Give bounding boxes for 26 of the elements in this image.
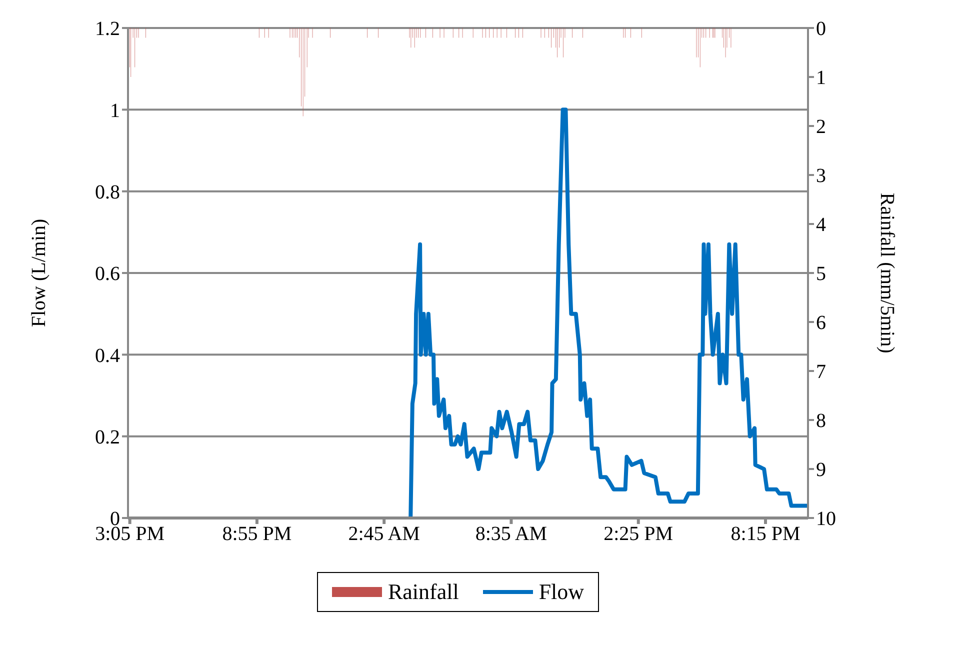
y-tick-label: 0.4	[95, 344, 120, 367]
y2-tick-label: 0	[816, 18, 826, 40]
y2-tick-label: 2	[816, 116, 826, 138]
y2-tick-label: 6	[816, 312, 826, 334]
y-tick-label: 0.2	[95, 426, 120, 448]
y-tick-label: 1.2	[95, 18, 120, 40]
x-tick-label: 8:15 PM	[730, 523, 800, 546]
y2-axis-title: Rainfall (mm/5min)	[876, 192, 898, 354]
y-tick-label: 0.8	[95, 181, 120, 204]
legend-label: Rainfall	[388, 579, 459, 605]
x-tick-label: 2:25 PM	[604, 523, 674, 546]
y-tick-label: 0.6	[95, 263, 120, 286]
y2-tick-label: 5	[816, 263, 826, 286]
y2-tick-label: 9	[816, 459, 826, 482]
y2-tick-label: 1	[816, 67, 826, 90]
y2-tick-label: 8	[816, 410, 826, 432]
y2-tick-label: 4	[816, 214, 826, 236]
x-tick-label: 8:35 AM	[475, 523, 548, 546]
y-tick-label: 1	[110, 100, 120, 122]
y2-tick-label: 3	[816, 165, 826, 188]
y2-tick-label: 7	[816, 361, 826, 384]
y-axis-title: Flow (L/min)	[28, 218, 50, 328]
legend-label: Flow	[538, 579, 584, 605]
x-tick-label: 2:45 AM	[348, 523, 420, 546]
x-tick-label: 8:55 PM	[222, 523, 292, 546]
y2-tick-label: 10	[816, 508, 836, 530]
